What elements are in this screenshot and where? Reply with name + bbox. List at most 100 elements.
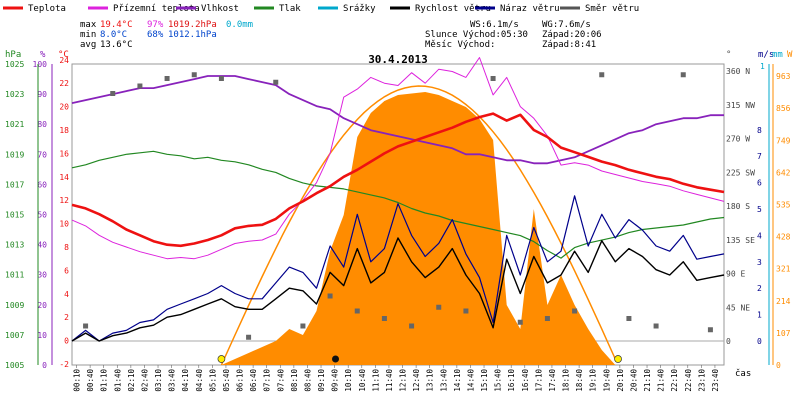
stat-avg-label: avg xyxy=(80,40,96,50)
radiation-max-curve xyxy=(220,85,616,366)
pct-tick-label: 0 xyxy=(42,361,47,370)
legend-label: Přízemní teplota xyxy=(113,4,200,14)
wind-dir-point xyxy=(490,76,496,81)
series-humidity-line xyxy=(71,75,724,165)
stat-max-label: max xyxy=(80,20,97,30)
axis-unit-time: čas xyxy=(735,368,751,379)
stats-block: max 19.4°C 97% 1019.2hPa 0.0mm min 8.0°C… xyxy=(80,20,253,50)
ms-tick-label: 2 xyxy=(757,284,762,293)
series-ground-temp-line xyxy=(71,57,725,260)
c-tick-label: 22 xyxy=(59,79,69,88)
hpa-tick-label: 1015 xyxy=(5,211,24,220)
wind-dir-point xyxy=(680,72,686,78)
legend-item: Tlak xyxy=(254,4,301,14)
dir-tick-label: 135 SE xyxy=(726,236,755,245)
legend-label: Srážky xyxy=(343,4,376,14)
info-ws: WS:6.1m/s xyxy=(470,20,519,30)
legend-label: Tlak xyxy=(279,4,301,14)
pct-tick-label: 20 xyxy=(37,301,47,310)
legend-item: Směr větru xyxy=(560,4,639,14)
stat-min-temp: 8.0°C xyxy=(100,30,127,40)
ms-tick-label: 0 xyxy=(757,337,762,346)
ms-tick-label: 5 xyxy=(757,205,762,214)
ms-tick-label: 4 xyxy=(757,231,762,240)
legend-item: Srážky xyxy=(318,4,376,14)
time-tick-label: 13:40 xyxy=(439,369,448,392)
time-tick-label: 06:10 xyxy=(236,369,245,392)
c-tick-label: 16 xyxy=(59,149,69,158)
c-tick-label: 10 xyxy=(59,220,69,229)
hpa-tick-label: 1025 xyxy=(5,60,24,69)
time-tick-label: 23:10 xyxy=(697,369,706,392)
dir-tick-label: 180 S xyxy=(726,202,750,211)
time-tick-label: 02:10 xyxy=(127,369,136,392)
hpa-tick-label: 1017 xyxy=(5,180,24,189)
wind-dir-point xyxy=(110,91,116,96)
w-tick-label: 535 xyxy=(776,201,791,210)
dir-tick-label: 45 NE xyxy=(726,303,750,312)
wind-dir-point xyxy=(653,323,659,329)
time-tick-label: 00:40 xyxy=(86,369,95,392)
hpa-tick-label: 1021 xyxy=(5,120,24,129)
hpa-tick-label: 1007 xyxy=(5,331,24,340)
legend-label: Rychlost větru xyxy=(415,4,491,14)
time-tick-label: 12:40 xyxy=(412,369,421,392)
stat-min-label: min xyxy=(80,30,96,40)
wind-dir-point xyxy=(273,79,279,85)
axis-unit-labels: hPa % °C ° m/s mm W čas xyxy=(5,50,793,379)
axis-unit-pct: % xyxy=(40,50,46,60)
time-tick-label: 15:40 xyxy=(494,369,503,392)
axis-unit-w: W xyxy=(787,50,793,60)
time-tick-label: 08:10 xyxy=(290,369,299,392)
legend-item: Náraz větru xyxy=(475,4,560,14)
w-tick-label: 321 xyxy=(776,265,791,274)
time-tick-label: 17:10 xyxy=(534,369,543,392)
time-tick-label: 12:10 xyxy=(399,369,408,392)
time-tick-label: 03:40 xyxy=(168,369,177,392)
wind-dir-point xyxy=(327,293,333,299)
stat-max-rain: 0.0mm xyxy=(226,20,253,30)
axis-unit-ms: m/s xyxy=(758,50,774,60)
wind-dir-point xyxy=(707,327,713,333)
chart-title: 30.4.2013 xyxy=(368,53,428,66)
wind-dir-point xyxy=(191,72,197,78)
legend-item: Rychlost větru xyxy=(390,4,491,14)
info-sunset: Západ:20:06 xyxy=(542,30,602,40)
stat-max-temp: 19.4°C xyxy=(100,20,133,30)
time-tick-label: 03:10 xyxy=(154,369,163,392)
pct-tick-label: 40 xyxy=(37,241,47,250)
c-tick-label: 24 xyxy=(59,56,69,65)
time-tick-label: 14:10 xyxy=(453,369,462,392)
time-tick-label: 00:10 xyxy=(73,369,82,392)
time-tick-label: 13:10 xyxy=(426,369,435,392)
wind-dir-point xyxy=(599,72,605,78)
pct-tick-label: 70 xyxy=(37,150,47,159)
time-tick-label: 07:10 xyxy=(263,369,272,392)
pct-tick-label: 80 xyxy=(37,120,47,129)
wind-dir-point xyxy=(354,308,360,314)
time-tick-label: 20:10 xyxy=(616,369,625,392)
time-tick-label: 19:40 xyxy=(602,369,611,392)
pct-tick-label: 50 xyxy=(37,211,47,220)
wind-dir-point xyxy=(544,316,550,321)
w-tick-label: 0 xyxy=(776,361,781,370)
time-tick-label: 05:40 xyxy=(222,369,231,392)
info-block: WS:6.1m/s WG:7.6m/s Slunce Východ:05:30 … xyxy=(425,20,602,50)
c-tick-label: 14 xyxy=(59,173,69,182)
wind-dir-point xyxy=(164,76,170,81)
ms-tick-label: 8 xyxy=(757,126,762,135)
c-tick-label: 2 xyxy=(64,313,69,322)
w-tick-label: 428 xyxy=(776,233,791,242)
time-tick-label: 10:40 xyxy=(358,369,367,392)
dir-tick-label: 225 SW xyxy=(726,168,755,177)
hpa-tick-label: 1019 xyxy=(5,150,24,159)
w-tick-label: 107 xyxy=(776,329,791,338)
wind-dir-point xyxy=(137,83,143,89)
info-moonrise: Měsíc Východ: xyxy=(425,40,495,50)
c-tick-label: 8 xyxy=(64,243,69,252)
time-tick-label: 09:10 xyxy=(317,369,326,392)
c-tick-label: -2 xyxy=(59,360,69,369)
info-moonset: Západ:8:41 xyxy=(542,40,596,50)
time-tick-label: 06:40 xyxy=(249,369,258,392)
time-tick-label: 18:40 xyxy=(575,369,584,392)
